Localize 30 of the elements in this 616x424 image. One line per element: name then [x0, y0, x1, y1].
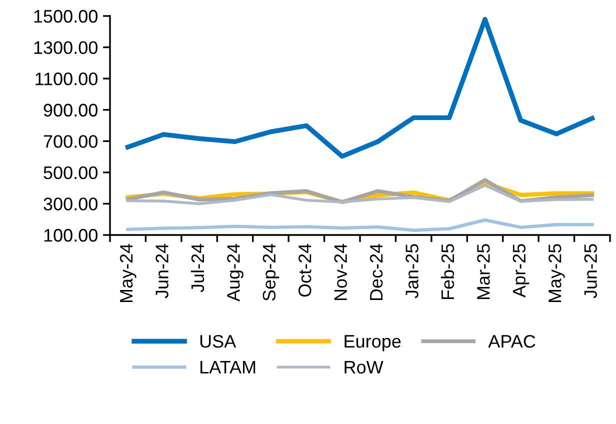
x-tick-label: Jun-24: [156, 244, 168, 298]
x-tick-label: Dec-24: [370, 244, 383, 300]
x-tick-label: Feb-25: [440, 244, 454, 300]
x-tick-label: Jul-24: [190, 244, 204, 292]
x-tick-label: Apr-25: [512, 244, 530, 298]
x-tick-label: Sep-24: [262, 244, 280, 301]
line-series: [126, 184, 594, 206]
legend-label: LATAM: [200, 360, 256, 374]
y-tick-label: 500.00: [44, 166, 98, 180]
x-tick-label: Mar-25: [477, 244, 490, 300]
x-tick-label: Jun-25: [584, 244, 597, 298]
x-tick-label: Oct-24: [298, 244, 312, 297]
x-tick-label: Aug-24: [227, 244, 244, 302]
y-tick-label: 1300.00: [34, 41, 98, 54]
y-tick-label: 700.00: [44, 135, 98, 148]
y-tick-label: 1500.00: [34, 10, 98, 23]
y-tick-label: 1100.00: [36, 72, 98, 86]
line-series: [126, 218, 594, 232]
x-tick-label: May-25: [548, 244, 565, 302]
legend-label: USA: [200, 334, 236, 348]
legend-label: Europe: [344, 335, 401, 352]
x-tick-label: Jan-25: [406, 244, 418, 298]
y-tick-label: 100.00: [44, 228, 98, 242]
legend-label: RoW: [344, 360, 384, 374]
y-tick-label: 300.00: [44, 198, 98, 210]
line-series: [125, 16, 595, 159]
legend-label: APAC: [488, 334, 536, 348]
y-tick-label: 900.00: [44, 104, 98, 117]
x-tick-label: May-24: [120, 244, 136, 302]
x-tick-label: Nov-24: [334, 244, 347, 300]
